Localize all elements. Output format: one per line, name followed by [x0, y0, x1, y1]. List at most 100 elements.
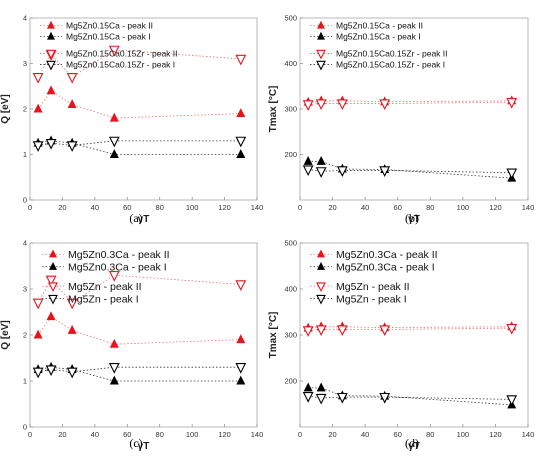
data-point	[109, 338, 119, 348]
x-tick-label: 80	[156, 430, 164, 439]
series-line-2	[308, 387, 512, 406]
x-tick-label: 100	[457, 203, 470, 212]
x-axis-label: γT	[408, 214, 420, 225]
y-tick-label: 400	[284, 59, 297, 68]
legend-label: Mg5Zn0.3Ca - peak II	[336, 249, 438, 261]
data-point	[66, 141, 78, 152]
data-point	[336, 99, 348, 111]
legend-marker	[46, 49, 56, 60]
y-tick-label: 2	[23, 331, 27, 340]
y-tick-label: 500	[284, 239, 297, 248]
x-tick-label: 120	[218, 203, 231, 212]
y-axis-label: Q [eV]	[0, 94, 11, 123]
data-point	[46, 85, 56, 95]
chart-panel-3: 0 20 40 60 80 100 120 140 0 1 2 3 4 γT Q [eV] Mg5Zn0.3C…	[0, 239, 263, 452]
data-point	[109, 149, 119, 158]
legend-marker	[47, 20, 55, 29]
data-point	[67, 99, 77, 108]
data-point	[315, 167, 327, 178]
data-point	[336, 166, 348, 177]
y-tick-label: 0	[23, 423, 27, 432]
x-axis-label: γT	[408, 441, 420, 452]
y-tick-label: 1	[23, 377, 27, 386]
x-tick-label: 40	[361, 430, 369, 439]
legend-marker	[317, 31, 325, 40]
data-point	[235, 54, 247, 66]
data-point	[506, 395, 518, 406]
data-point	[236, 149, 246, 158]
data-point	[46, 311, 56, 321]
data-point	[32, 367, 44, 379]
y-tick-label: 300	[284, 331, 297, 340]
data-point	[66, 367, 78, 379]
series-line-1	[37, 316, 241, 345]
legend-marker	[49, 261, 57, 270]
data-point	[108, 136, 120, 148]
series-line-4	[308, 395, 512, 400]
data-point	[506, 168, 518, 180]
data-point	[379, 166, 391, 177]
data-point	[316, 382, 326, 392]
x-tick-label: 140	[522, 203, 535, 212]
y-tick-label: 4	[23, 239, 27, 248]
legend-marker	[316, 282, 326, 293]
legend-label: Mg5Zn0.15Ca - peak II	[66, 20, 153, 30]
y-tick-label: 300	[284, 105, 297, 114]
data-point	[45, 275, 57, 287]
legend-label: Mg5Zn0.3Ca - peak I	[68, 261, 167, 273]
legend-label: Mg5Zn0.15Ca0.15Zr - peak I	[66, 60, 175, 70]
x-tick-label: 100	[457, 430, 470, 439]
data-point	[33, 103, 43, 113]
y-tick-label: 400	[284, 285, 297, 294]
legend-marker	[316, 294, 326, 305]
legend-label: Mg5Zn - peak I	[336, 293, 407, 305]
legend-label: Mg5Zn0.15Ca0.15Zr - peak II	[66, 49, 178, 59]
legend-label: Mg5Zn - peak II	[336, 281, 410, 293]
data-point	[109, 375, 119, 385]
panel-caption: (a)	[129, 211, 142, 225]
x-tick-label: 20	[328, 203, 336, 212]
data-point	[32, 141, 44, 152]
x-tick-label: 100	[186, 203, 199, 212]
data-point	[67, 325, 77, 334]
x-tick-label: 80	[426, 203, 434, 212]
y-tick-label: 0	[23, 196, 27, 205]
data-point	[379, 392, 391, 404]
data-point	[45, 365, 57, 377]
series-line-4	[308, 169, 512, 174]
data-point	[302, 165, 314, 177]
series-line-2	[38, 140, 241, 155]
data-point	[315, 99, 327, 111]
x-tick-label: 20	[58, 203, 66, 212]
y-axis-label: Tmax [°C]	[268, 86, 279, 133]
data-point	[66, 73, 78, 84]
data-point	[45, 138, 57, 150]
y-tick-label: 4	[23, 14, 27, 23]
data-point	[315, 325, 327, 336]
legend-marker	[316, 60, 326, 71]
data-point	[33, 329, 43, 339]
legend-marker	[46, 60, 56, 71]
y-tick-label: 3	[23, 285, 27, 294]
data-point	[303, 155, 313, 165]
series-line-2	[38, 366, 241, 382]
x-axis-label: γT	[138, 441, 150, 452]
data-point	[32, 73, 44, 84]
y-axis-label: Q [eV]	[0, 320, 11, 349]
data-point	[235, 363, 247, 374]
data-point	[336, 392, 348, 404]
chart-panel-4: 0 20 40 60 80 100 120 140 200 300 400 500 γT Tmax [°C…	[268, 239, 534, 452]
legend-marker	[48, 282, 58, 293]
series-line-2	[308, 160, 512, 179]
x-tick-label: 140	[251, 203, 264, 212]
y-tick-label: 1	[23, 150, 27, 159]
data-point	[236, 334, 246, 344]
data-point	[108, 45, 120, 57]
data-point	[336, 325, 348, 336]
x-axis-label: γT	[138, 214, 150, 225]
x-tick-label: 40	[361, 203, 369, 212]
legend-label: Mg5Zn0.3Ca - peak II	[68, 249, 170, 261]
panel-caption: (d)	[405, 436, 419, 450]
x-tick-label: 60	[394, 203, 402, 212]
data-point	[302, 326, 314, 337]
